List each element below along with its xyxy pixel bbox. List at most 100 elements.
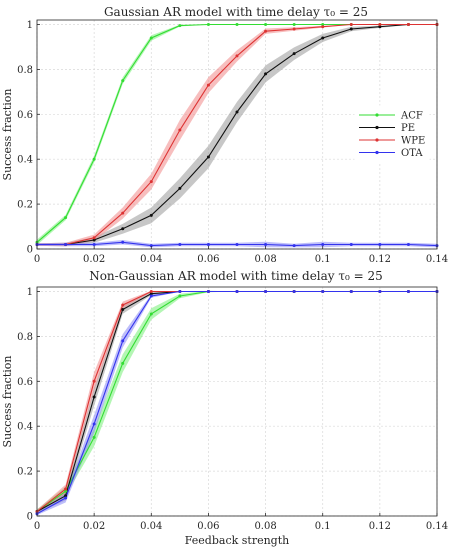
- top-point-acf-4: [149, 36, 153, 40]
- bottom-ytick-label-3: 0.6: [17, 377, 33, 388]
- legend-marker-acf: [375, 113, 379, 117]
- bottom-xtick-label-6: 0.12: [369, 521, 391, 532]
- top-xtick-label-1: 0.02: [83, 254, 105, 265]
- top-ytick-label-3: 0.6: [17, 110, 33, 121]
- bottom-ytick-label-0: 0: [27, 512, 33, 523]
- top-point-ota-4: [149, 244, 153, 248]
- legend-label-pe: PE: [401, 123, 415, 134]
- bottom-ytick-label-2: 0.4: [17, 422, 33, 433]
- bottom-point-ota-3: [121, 339, 125, 343]
- top-point-wpe-12: [378, 22, 382, 26]
- top-xtick-label-7: 0.14: [426, 254, 448, 265]
- top-ytick-label-2: 0.4: [17, 155, 33, 166]
- top-point-acf-8: [264, 22, 268, 26]
- bottom-point-wpe-2: [92, 379, 96, 383]
- bottom-y-ticks: 0 0.2 0.4 0.6 0.8 1: [17, 287, 40, 523]
- bottom-point-ota-1: [64, 496, 68, 500]
- top-ytick-label-1: 0.2: [17, 200, 33, 211]
- top-point-ota-12: [378, 243, 382, 247]
- top-point-wpe-7: [235, 54, 239, 58]
- bottom-ytick-label-4: 0.8: [17, 332, 33, 343]
- legend-label-ota: OTA: [401, 148, 423, 159]
- top-point-ota-13: [406, 243, 410, 247]
- bottom-point-ota-8: [264, 289, 268, 293]
- top-plot-border: [36, 19, 438, 250]
- bottom-xtick-label-0: 0: [34, 521, 40, 532]
- top-point-acf-7: [235, 22, 239, 26]
- top-point-wpe-9: [292, 27, 296, 31]
- bottom-xtick-label-1: 0.02: [83, 521, 105, 532]
- top-xtick-label-3: 0.06: [197, 254, 219, 265]
- bottom-point-wpe-4: [149, 289, 153, 293]
- legend-marker-ota: [375, 150, 379, 155]
- top-point-wpe-6: [206, 83, 210, 87]
- bottom-ytick-label-1: 0.2: [17, 467, 33, 478]
- top-point-ota-3: [121, 240, 125, 244]
- top-xtick-label-4: 0.08: [254, 254, 276, 265]
- top-point-ota-6: [206, 243, 210, 247]
- top-point-acf-2: [92, 157, 96, 161]
- bottom-point-ota-7: [235, 289, 239, 293]
- top-point-acf-9: [292, 22, 296, 26]
- top-point-wpe-8: [264, 29, 268, 33]
- top-point-acf-1: [64, 216, 68, 220]
- top-band-wpe: [37, 24, 437, 247]
- top-ytick-label-5: 1: [27, 20, 33, 31]
- top-point-pe-2: [92, 238, 96, 242]
- bottom-point-ota-4: [149, 294, 153, 298]
- bottom-point-ota-2: [92, 422, 96, 426]
- bottom-point-ota-13: [406, 289, 410, 293]
- top-point-acf-10: [321, 22, 325, 26]
- top-point-pe-9: [292, 52, 296, 56]
- bottom-point-acf-2: [92, 435, 96, 439]
- top-point-ota-2: [92, 243, 96, 247]
- top-point-ota-1: [64, 243, 68, 247]
- top-point-ota-10: [321, 243, 325, 247]
- top-point-pe-10: [321, 36, 325, 40]
- bottom-point-ota-5: [178, 289, 182, 293]
- bottom-x-axis-label: Feedback strength: [185, 534, 289, 547]
- top-panel-title: Gaussian AR model with time delay τ₀ = 2…: [104, 5, 368, 19]
- top-point-wpe-11: [349, 22, 353, 26]
- top-point-wpe-13: [406, 22, 410, 26]
- top-xtick-label-5: 0.1: [315, 254, 331, 265]
- top-point-wpe-2: [92, 236, 96, 240]
- bottom-xtick-label-3: 0.06: [197, 521, 219, 532]
- bottom-ytick-label-5: 1: [27, 287, 33, 298]
- top-y-ticks: 0 0.2 0.4 0.6 0.8 1: [17, 20, 40, 256]
- top-point-pe-5: [178, 186, 182, 190]
- legend-label-wpe: WPE: [401, 136, 425, 147]
- bottom-point-pe-2: [92, 395, 96, 399]
- top-point-pe-8: [264, 72, 268, 76]
- top-point-wpe-10: [321, 25, 325, 29]
- bottom-point-wpe-1: [64, 487, 68, 491]
- top-xtick-label-6: 0.12: [369, 254, 391, 265]
- top-point-ota-9: [292, 244, 296, 248]
- top-xtick-label-0: 0: [34, 254, 40, 265]
- top-point-acf-6: [206, 22, 210, 26]
- bottom-panel-title: Non-Gaussian AR model with time delay τ₀…: [89, 269, 383, 283]
- top-point-pe-6: [206, 155, 210, 159]
- bottom-xtick-label-4: 0.08: [254, 521, 276, 532]
- top-point-ota-5: [178, 243, 182, 247]
- bottom-point-wpe-3: [121, 303, 125, 307]
- bottom-point-ota-9: [292, 289, 296, 293]
- bottom-plot-border: [36, 286, 438, 517]
- bottom-xtick-label-5: 0.1: [315, 521, 331, 532]
- bottom-panel: Non-Gaussian AR model with time delay τ₀…: [1, 269, 448, 547]
- top-point-wpe-4: [149, 180, 153, 184]
- top-point-ota-11: [349, 243, 353, 247]
- bottom-point-ota-11: [349, 289, 353, 293]
- top-point-pe-12: [378, 25, 382, 29]
- bottom-point-acf-5: [178, 294, 182, 298]
- top-point-ota-7: [235, 243, 239, 247]
- top-point-pe-4: [149, 213, 153, 217]
- bottom-point-acf-4: [149, 312, 153, 316]
- bottom-point-acf-1: [64, 489, 68, 493]
- top-ytick-label-0: 0: [27, 245, 33, 256]
- bottom-series-markers: [35, 289, 439, 516]
- top-x-ticks: 0 0.02 0.04 0.06 0.08 0.1 0.12 0.14: [34, 246, 448, 265]
- bottom-xtick-label-2: 0.04: [140, 521, 162, 532]
